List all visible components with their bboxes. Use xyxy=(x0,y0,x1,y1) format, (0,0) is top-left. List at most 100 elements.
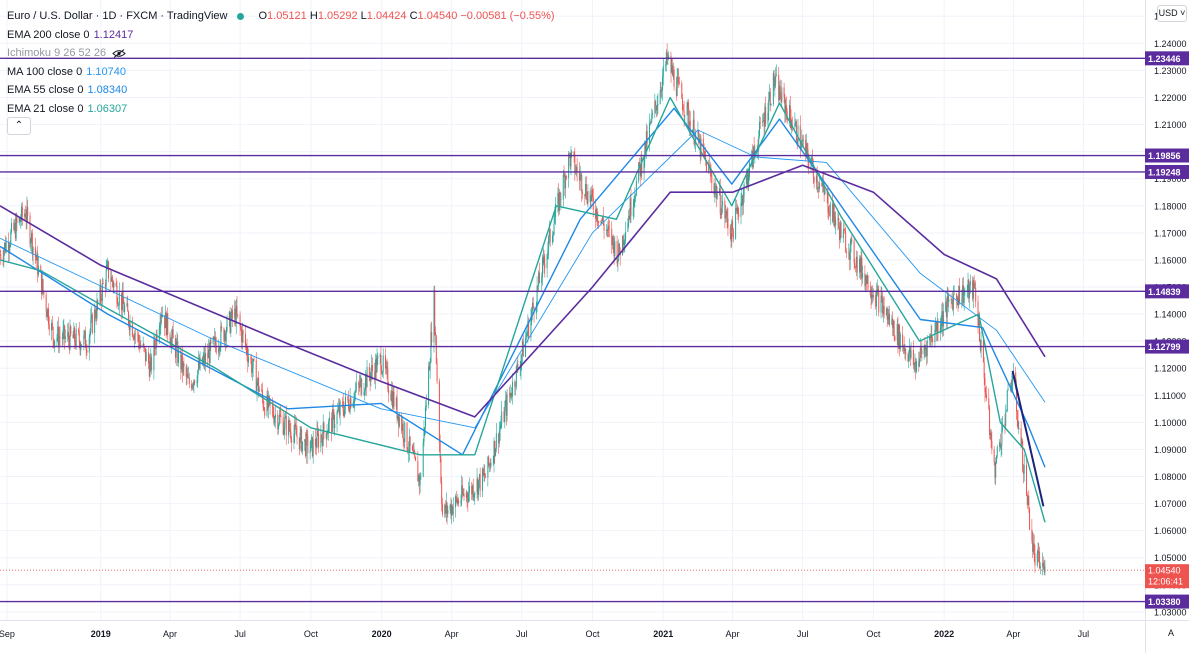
symbol-title[interactable]: Euro / U.S. Dollar · 1D · FXCM · Trading… xyxy=(7,10,228,22)
candle-body xyxy=(360,378,362,382)
candle-body xyxy=(14,222,16,239)
candle-body xyxy=(255,360,257,392)
eye-off-icon[interactable] xyxy=(112,48,126,58)
candle-body xyxy=(107,261,109,279)
candle-body xyxy=(1027,496,1029,505)
candle-body xyxy=(278,424,280,430)
candle-body xyxy=(662,65,664,77)
candle-body xyxy=(720,213,722,215)
candle-body xyxy=(946,296,948,318)
candle-body xyxy=(980,340,982,351)
candle-body xyxy=(336,412,338,425)
candle-body xyxy=(574,155,576,173)
candle-body xyxy=(57,326,59,346)
candle-body xyxy=(558,193,560,211)
candle-body xyxy=(279,414,281,417)
candle-body xyxy=(741,195,743,203)
candle-body xyxy=(985,394,987,399)
candle-body xyxy=(668,55,670,58)
candle-body xyxy=(47,308,49,317)
level-price-label: 1.14839 xyxy=(1148,287,1181,297)
candle-body xyxy=(670,55,672,73)
candle-body xyxy=(288,420,290,430)
candle-body xyxy=(1016,411,1018,421)
candle-body xyxy=(1026,495,1028,505)
candle-body xyxy=(848,252,850,254)
candle-body xyxy=(478,480,480,495)
candle-body xyxy=(2,259,4,261)
candle-body xyxy=(151,356,153,371)
candle-body xyxy=(898,325,900,346)
candle-body xyxy=(441,504,443,515)
candle-body xyxy=(468,485,470,493)
candle-body xyxy=(650,121,652,123)
candle-body xyxy=(649,121,651,124)
candle-body xyxy=(127,303,129,312)
candle-body xyxy=(979,340,981,351)
candle-body xyxy=(315,446,317,448)
candle-body xyxy=(176,341,178,345)
auto-scale-button[interactable]: A xyxy=(1168,628,1175,638)
candle-body xyxy=(41,272,43,295)
candle-body xyxy=(382,355,384,372)
candle-body xyxy=(191,384,193,389)
candle-body xyxy=(995,455,997,463)
indicator-ema-200[interactable]: EMA 200 close 0 1.12417 xyxy=(7,28,134,41)
candle-body xyxy=(1031,529,1033,541)
candle-body xyxy=(91,314,93,319)
candle-body xyxy=(702,138,704,152)
candle-body xyxy=(823,188,825,195)
candle-body xyxy=(94,309,96,318)
candle-body xyxy=(350,398,352,408)
candle-body xyxy=(387,368,389,390)
candle-body xyxy=(414,451,416,458)
candle-body xyxy=(812,165,814,177)
candle-body xyxy=(919,358,921,367)
price-tick-label: 1.14000 xyxy=(1154,310,1187,320)
candle-body xyxy=(358,383,360,385)
candle-body xyxy=(851,239,853,241)
candle-body xyxy=(224,332,226,342)
candle-body xyxy=(570,152,572,167)
candle-body xyxy=(419,476,421,486)
candle-body xyxy=(46,311,48,317)
time-tick-label: Oct xyxy=(585,629,600,639)
candle-body xyxy=(433,290,435,343)
candle-body xyxy=(95,317,97,319)
candle-body xyxy=(515,386,517,388)
candle-body xyxy=(936,322,938,332)
candle-body xyxy=(57,326,59,338)
candle-body xyxy=(250,357,252,360)
candle-body xyxy=(460,500,462,504)
candle-body xyxy=(215,344,217,353)
candle-body xyxy=(298,437,300,450)
last-price-label: 1.04540 xyxy=(1148,566,1181,576)
candle-body xyxy=(718,188,720,194)
candle-body xyxy=(967,279,969,291)
collapse-legend-button[interactable]: ⌃ xyxy=(7,117,31,135)
indicator-ichimoku[interactable]: Ichimoku 9 26 52 26 xyxy=(7,44,555,63)
time-axis[interactable]: Sep 2019 Apr Jul Oct 2020 Apr Jul Oct 2021 Apr Jul O… xyxy=(0,620,1189,640)
candle-body xyxy=(198,361,200,371)
candle-body xyxy=(471,485,473,495)
candle-body xyxy=(417,460,419,482)
candle-body xyxy=(388,389,390,394)
candle-body xyxy=(989,408,991,435)
candle-body xyxy=(929,335,931,341)
candle-body xyxy=(300,428,302,433)
candle-body xyxy=(406,422,408,449)
candle-body xyxy=(859,258,861,273)
candle-body xyxy=(175,344,177,358)
currency-selector[interactable]: USD ˅ xyxy=(1157,5,1187,22)
candle-body xyxy=(689,120,691,133)
indicator-ma-100[interactable]: MA 100 close 0 1.10740 xyxy=(7,65,126,78)
candle-body xyxy=(832,203,834,222)
price-axis[interactable]: 1.250001.240001.230001.220001.210001.200… xyxy=(1145,0,1189,653)
indicator-ema-55[interactable]: EMA 55 close 0 1.08340 xyxy=(7,84,128,97)
candle-body xyxy=(859,258,861,273)
candle-body xyxy=(935,322,937,330)
candle-body xyxy=(747,173,749,186)
candle-body xyxy=(204,352,206,364)
candle-body xyxy=(462,493,464,495)
indicator-ema-21[interactable]: EMA 21 close 0 1.06307 xyxy=(7,102,128,115)
